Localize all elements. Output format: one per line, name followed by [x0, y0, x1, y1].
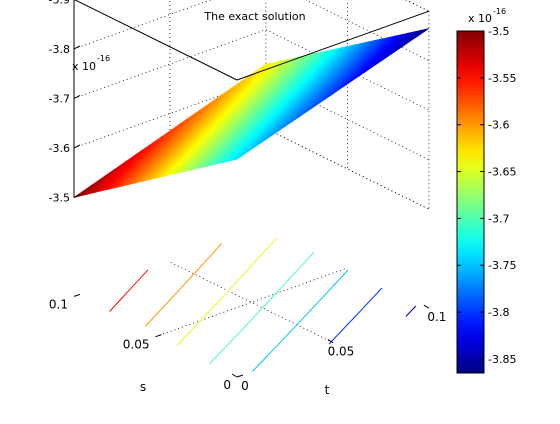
x-tick	[231, 373, 238, 378]
colorbar-tick-label: -3.85	[488, 353, 516, 366]
x-axis-label: t	[325, 383, 330, 397]
z-tick-label: -3.7	[49, 92, 70, 105]
y-tick-label: 0.1	[49, 297, 68, 311]
x-tick	[423, 304, 430, 309]
axis-ticks: -3.5 -3.6 -3.7 -3.8 -3.9 0 0.05 0.1 0 0.05 0.1	[49, 0, 447, 393]
colorbar-tick-label: -3.5	[488, 25, 509, 38]
colorbar-tick-label: -3.7	[488, 212, 509, 225]
grid-lines	[73, 0, 430, 343]
z-tick	[73, 45, 81, 50]
colorbar-exponent-base: x 10	[468, 12, 492, 25]
y-tick-label: 0.05	[123, 338, 150, 352]
y-axis-line	[74, 0, 238, 81]
x-tick-label: 0.05	[328, 345, 355, 359]
contour-line	[109, 269, 149, 312]
y-axis-label: s	[140, 380, 146, 394]
contour-line	[177, 237, 278, 346]
z-tick-label: -3.6	[49, 142, 70, 155]
x-axis-line	[236, 10, 430, 81]
contour-line	[405, 305, 417, 317]
surface-patch	[261, 62, 273, 68]
colorbar-tick-label: -3.8	[488, 306, 509, 319]
chart-title: The exact solution	[203, 10, 305, 23]
colorbar-tick-label: -3.55	[488, 72, 516, 85]
y-tick-label: 0	[223, 378, 231, 392]
x-tick	[327, 339, 334, 344]
floor-contours	[109, 237, 417, 372]
surface	[73, 28, 430, 198]
contour-line	[252, 269, 349, 372]
colorbar-tick-label: -3.6	[488, 119, 509, 132]
colorbar-tick-label: -3.75	[488, 259, 516, 272]
y-tick	[236, 374, 244, 378]
z-tick-label: -3.5	[49, 191, 70, 204]
y-tick	[73, 293, 81, 297]
colorbar: -3.5 -3.55 -3.6 -3.65 -3.7 -3.75 -3.8 -3.85	[456, 25, 516, 374]
contour-line	[209, 251, 315, 364]
box-edge	[265, 128, 430, 210]
z-tick	[73, 94, 81, 99]
contour-line	[328, 287, 383, 345]
x-tick-label: 0	[241, 379, 249, 393]
z-exponent-base: x 10	[72, 60, 96, 73]
colorbar-tick-label: -3.65	[488, 166, 516, 179]
z-exponent-power: -16	[97, 54, 110, 63]
contour-line	[144, 243, 222, 327]
colorbar-exponent-power: -16	[493, 7, 506, 16]
z-tick-label: -3.8	[49, 43, 70, 56]
y-tick	[155, 334, 162, 338]
z-tick	[73, 193, 81, 198]
z-tick	[73, 144, 81, 149]
z-tick-label: -3.9	[49, 0, 70, 6]
x-tick-label: 0.1	[427, 310, 446, 324]
colorbar-gradient	[456, 30, 485, 374]
